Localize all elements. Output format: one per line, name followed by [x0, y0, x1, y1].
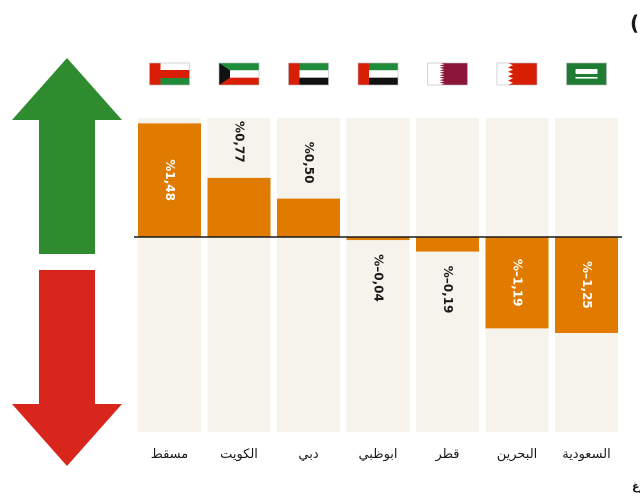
up-arrow-icon: [12, 58, 122, 254]
column-background: [416, 118, 479, 432]
category-label: قطر: [434, 447, 459, 462]
oman-flag: [149, 62, 190, 86]
bar: [346, 237, 410, 241]
category-label: البحرين: [497, 447, 538, 462]
value-label: %–0,19: [441, 266, 455, 314]
value-label: %0,50: [302, 142, 316, 184]
qatar-flag: [427, 62, 468, 86]
category-label: مسقط: [151, 447, 188, 462]
category-labels: مسقط الكويت دبي ابوظبي قطر البحرين السعودية: [151, 447, 611, 462]
bar: [277, 198, 340, 237]
bar: [138, 123, 201, 237]
down-arrow-icon: [12, 270, 122, 466]
category-label: السعودية: [562, 447, 611, 462]
bar: [207, 177, 271, 237]
kuwait-flag: [218, 62, 260, 86]
category-label: الكويت: [220, 447, 258, 462]
flag-row: [149, 62, 607, 86]
value-label: %–1,19: [511, 259, 525, 307]
uae-flag: [357, 62, 399, 86]
bahrain-flag: [496, 62, 538, 86]
saudi-flag: [566, 62, 607, 86]
trend-arrows: [12, 58, 122, 466]
value-label: %0,77: [233, 121, 247, 163]
value-label: %–1,25: [580, 261, 594, 309]
bar: [416, 237, 479, 252]
bar: [555, 237, 618, 333]
uae-flag: [288, 62, 329, 86]
category-label: دبي: [298, 447, 318, 462]
source-label: المصدر: بلومبرغ: [632, 480, 640, 493]
value-labels: %1,48 %0,77 %0,50 %–0,04 %–0,19 %–1,19 %–1,25: [163, 121, 594, 313]
category-label: ابوظبي: [358, 447, 397, 462]
value-label: %–0,04: [372, 254, 386, 302]
chart-title: أداء الأسواق الخليجية خلال الأسبوع الماض…: [630, 9, 640, 36]
bar: [485, 237, 549, 329]
column-background: [277, 118, 340, 432]
column-background: [346, 118, 410, 432]
column-background: [207, 118, 271, 432]
bars: [138, 123, 618, 333]
value-label: %1,48: [163, 159, 177, 201]
